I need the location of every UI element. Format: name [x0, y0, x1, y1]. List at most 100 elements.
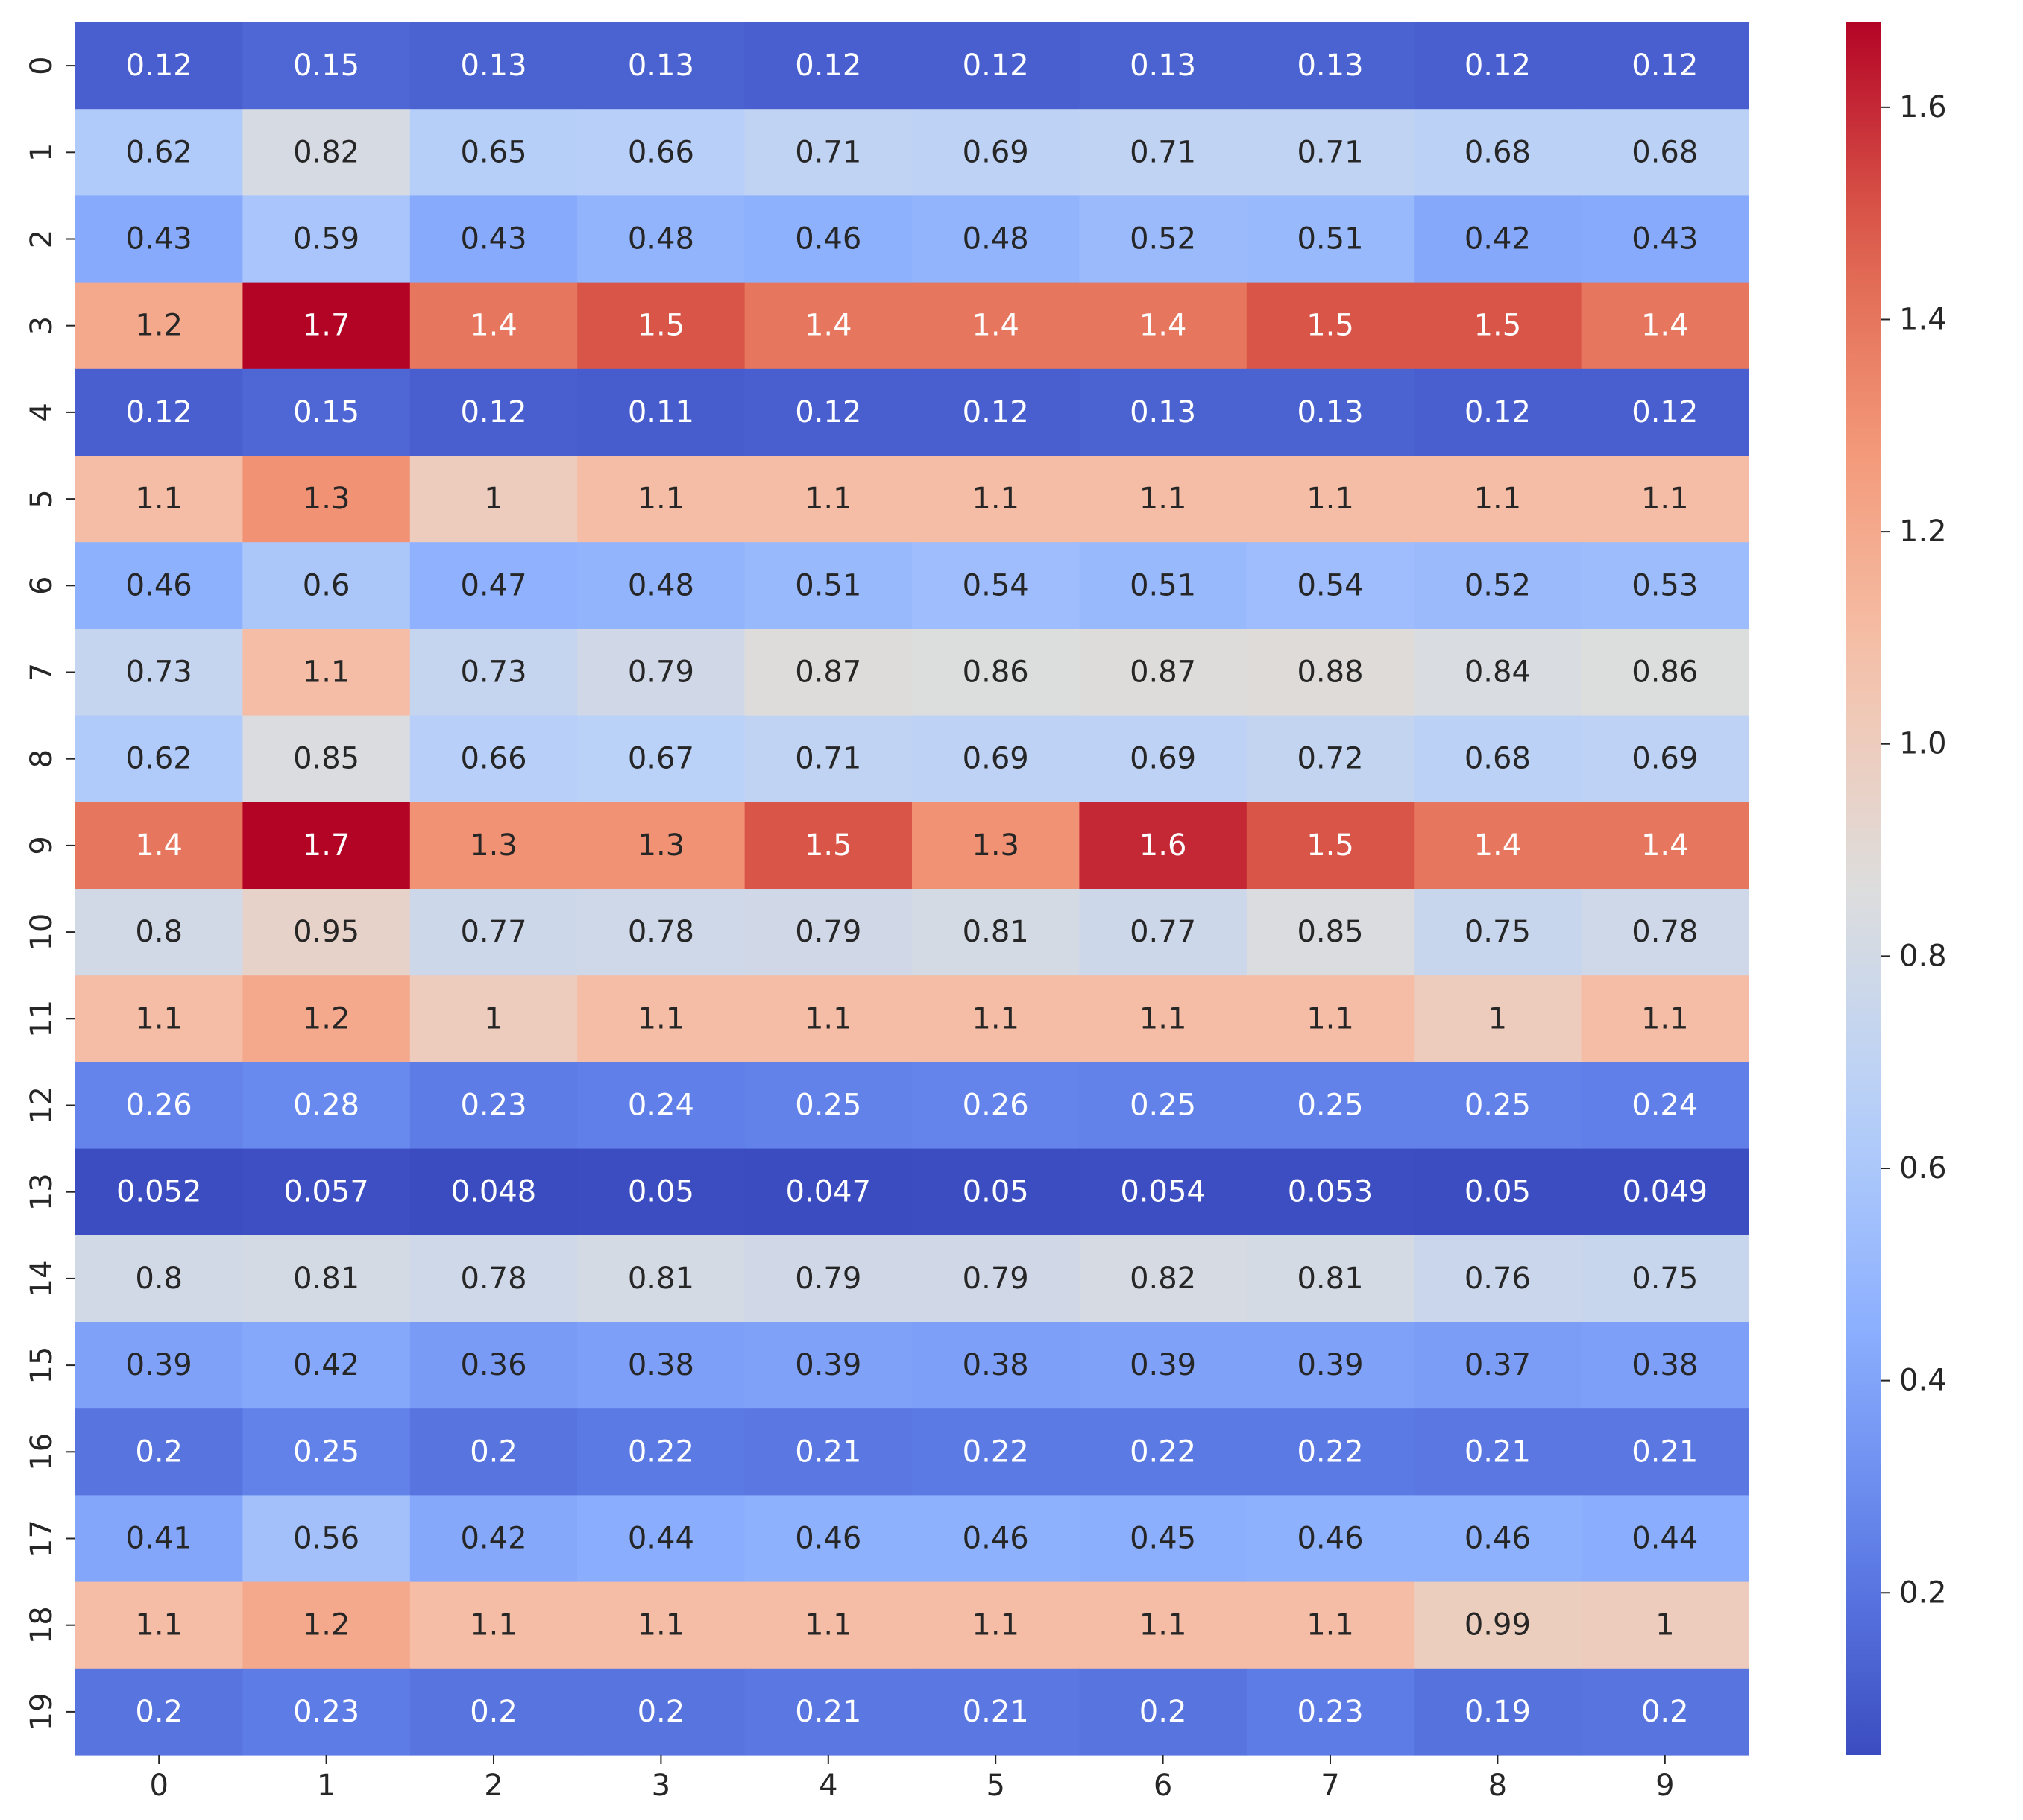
cell-value-label: 1.1: [135, 1001, 183, 1036]
heatmap-cell: [409, 456, 578, 543]
heatmap-cell: [577, 195, 746, 283]
cell-value-label: 0.88: [1297, 655, 1363, 690]
heatmap-cell: [744, 1322, 913, 1409]
heatmap-cell: [1079, 22, 1248, 110]
cell-value-label: 1: [484, 1001, 503, 1036]
heatmap-cell: [1079, 889, 1248, 976]
heatmap-cell: [744, 1235, 913, 1323]
heatmap-cell: [75, 629, 243, 717]
heatmap-cell: [1581, 1148, 1749, 1236]
cell-value-label: 0.21: [1632, 1435, 1698, 1469]
heatmap-cell: [744, 22, 913, 110]
cell-value-label: 0.2: [638, 1695, 685, 1729]
cell-value-label: 0.21: [1464, 1435, 1531, 1469]
cell-value-label: 0.69: [963, 135, 1029, 169]
cell-value-label: 0.46: [963, 1522, 1029, 1556]
cell-value-label: 1.1: [972, 482, 1019, 516]
cell-value-label: 1.1: [972, 1608, 1019, 1643]
heatmap-cell: [242, 802, 411, 889]
y-tick-label: 7: [25, 663, 59, 681]
heatmap-cell: [577, 802, 746, 889]
y-tick-label: 15: [25, 1347, 59, 1385]
heatmap-cell: [75, 368, 243, 456]
heatmap-cell: [744, 282, 913, 370]
cell-value-label: 1.1: [1139, 482, 1187, 516]
x-tick-label: 1: [317, 1769, 336, 1803]
cell-value-label: 0.12: [460, 395, 526, 429]
cell-value-label: 0.047: [786, 1175, 872, 1209]
heatmap-cell: [1246, 1668, 1415, 1756]
x-tick-label: 7: [1321, 1769, 1339, 1803]
cell-value-label: 1.2: [303, 1001, 350, 1036]
heatmap-cell: [744, 715, 913, 803]
cell-value-label: 0.73: [460, 655, 526, 690]
cell-value-label: 1.5: [805, 828, 852, 863]
cell-value-label: 0.81: [1297, 1262, 1363, 1296]
cell-value-label: 0.054: [1120, 1175, 1206, 1209]
heatmap-cell: [75, 802, 243, 889]
cell-value-label: 0.44: [628, 1522, 694, 1556]
cell-value-label: 0.21: [963, 1695, 1029, 1729]
heatmap-cell: [744, 456, 913, 543]
heatmap-cell: [1581, 1235, 1749, 1323]
y-tick-label: 10: [25, 913, 59, 951]
heatmap-cell: [1246, 889, 1415, 976]
heatmap-cell: [1246, 282, 1415, 370]
cell-value-label: 1.1: [1474, 482, 1522, 516]
cell-value-label: 0.43: [126, 222, 192, 256]
heatmap-cell: [1246, 22, 1415, 110]
heatmap-cell-labels: 0.12 0.15 0.13 0.13 0.12 0.12 0.13 0.13 0.12 0.12…: [116, 48, 1708, 1729]
heatmap-cell: [75, 1668, 243, 1756]
cell-value-label: 0.39: [126, 1348, 192, 1382]
cell-value-label: 1.1: [470, 1608, 517, 1643]
x-tick-label: 4: [819, 1769, 837, 1803]
cell-value-label: 0.057: [283, 1175, 369, 1209]
cell-value-label: 1.2: [135, 309, 183, 343]
cell-value-label: 0.71: [795, 742, 861, 776]
cell-value-label: 0.23: [293, 1695, 359, 1729]
heatmap-cell: [1246, 975, 1415, 1062]
heatmap-cell: [912, 1668, 1080, 1756]
heatmap-cell: [1079, 109, 1248, 196]
cell-value-label: 0.79: [628, 655, 694, 690]
cell-value-label: 0.13: [1130, 48, 1196, 83]
cell-value-label: 0.75: [1464, 915, 1531, 949]
cell-value-label: 0.39: [795, 1348, 861, 1382]
heatmap-cell: [1414, 1408, 1582, 1496]
cell-value-label: 1.4: [1641, 828, 1689, 863]
heatmap-cell: [1581, 1062, 1749, 1150]
cell-value-label: 0.38: [1632, 1348, 1698, 1382]
cell-value-label: 0.46: [1464, 1522, 1531, 1556]
cell-value-label: 0.69: [1130, 742, 1196, 776]
heatmap-cell: [75, 1581, 243, 1669]
heatmap-cell: [1079, 456, 1248, 543]
cell-value-label: 1.1: [638, 1001, 685, 1036]
cell-value-label: 0.12: [795, 395, 861, 429]
heatmap-cell: [409, 109, 578, 196]
heatmap-cell: [1581, 109, 1749, 196]
heatmap-cell: [577, 282, 746, 370]
cell-value-label: 0.69: [963, 742, 1029, 776]
heatmap-cell: [75, 1235, 243, 1323]
cell-value-label: 1.4: [1641, 309, 1689, 343]
heatmap-cell: [1079, 1495, 1248, 1583]
heatmap-cell: [744, 1581, 913, 1669]
cell-value-label: 1.1: [1139, 1001, 1187, 1036]
cell-value-label: 1.1: [972, 1001, 1019, 1036]
heatmap-cell: [242, 282, 411, 370]
colorbar-tick-label: 0.2: [1899, 1575, 1947, 1610]
heatmap-cell: [744, 889, 913, 976]
colorbar-tick-label: 1.0: [1899, 727, 1947, 761]
cell-value-label: 0.95: [293, 915, 359, 949]
heatmap-cell: [1079, 1062, 1248, 1150]
y-tick-label: 13: [25, 1173, 59, 1211]
cell-value-label: 0.52: [1464, 568, 1531, 602]
cell-value-label: 0.76: [1464, 1262, 1531, 1296]
heatmap-cell: [75, 456, 243, 543]
heatmap-cell: [1079, 282, 1248, 370]
cell-value-label: 1: [1488, 1001, 1507, 1036]
cell-value-label: 0.43: [460, 222, 526, 256]
cell-value-label: 1.5: [1306, 309, 1354, 343]
